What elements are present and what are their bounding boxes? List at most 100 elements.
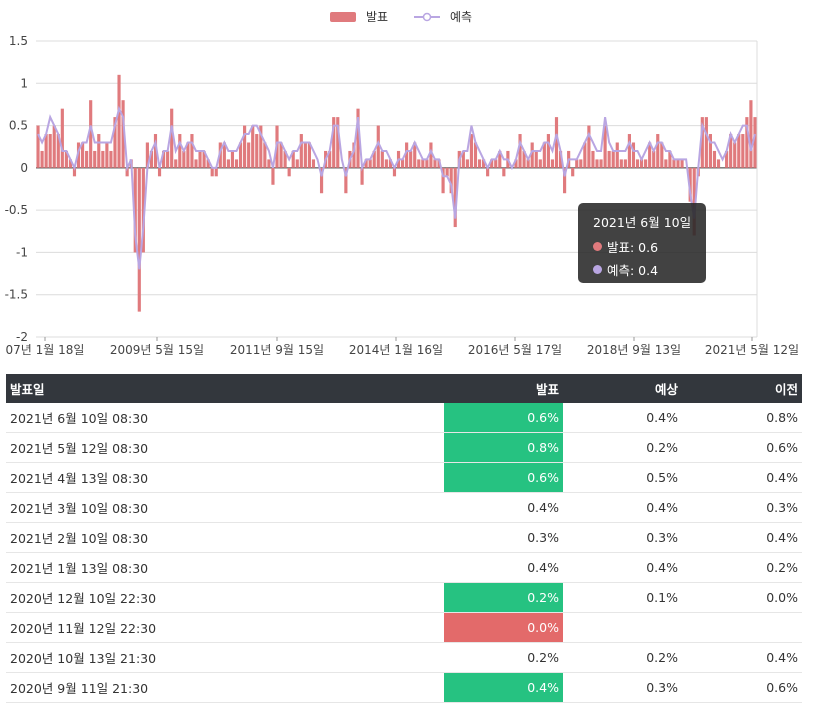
bar-actual: [660, 142, 664, 168]
bar-actual: [639, 159, 644, 168]
bar-actual: [64, 150, 68, 168]
chart: 발표 예측 1.5 1 0.5 0 -0.5 -1 -1.5 -2 07년 1월 18일 200…: [5, 10, 800, 357]
bar-actual: [449, 167, 453, 194]
bar-actual: [644, 159, 648, 168]
bar-actual: [263, 142, 267, 168]
bar-actual: [332, 117, 336, 168]
bar-actual: [319, 167, 324, 194]
legend-forecast-marker: [422, 12, 432, 22]
bar-actual: [672, 159, 676, 168]
bar-actual: [121, 100, 125, 168]
bar-actual: [125, 167, 129, 177]
bar-actual: [631, 142, 636, 168]
bar-actual: [716, 159, 721, 168]
bar-actual: [461, 150, 465, 168]
bar-actual: [712, 150, 717, 168]
cell-actual: 0.4%: [444, 492, 563, 523]
bar-actual: [603, 125, 607, 168]
table-row: 2021년 6월 10일 08:30 0.6% 0.4% 0.8%: [6, 403, 802, 433]
bar-actual: [226, 159, 230, 168]
bar-actual: [153, 134, 158, 168]
cell-previous: 0.8%: [682, 403, 802, 433]
bar-actual: [498, 150, 502, 168]
cell-release-date: 2021년 5월 12일 08:30: [6, 432, 444, 463]
header-actual: 발표: [444, 374, 563, 403]
cell-previous: 0.2%: [682, 552, 802, 583]
y-tick-label: -1.5: [5, 288, 28, 302]
cell-actual: 0.4%: [444, 552, 563, 583]
bar-actual: [255, 134, 259, 168]
cell-previous: 0.6%: [682, 432, 802, 463]
bar-actual: [753, 117, 757, 168]
bar-actual: [745, 117, 749, 168]
bar-actual: [52, 125, 56, 168]
bar-actual: [417, 159, 421, 168]
bar-actual: [109, 150, 113, 168]
bar-actual: [48, 134, 52, 168]
cell-previous: 0.0%: [682, 582, 802, 613]
cell-previous: 0.3%: [682, 492, 802, 523]
bar-actual: [502, 167, 506, 177]
cell-previous: 0.4%: [682, 522, 802, 553]
bar-actual: [85, 150, 89, 168]
bar-actual: [664, 159, 668, 168]
bar-actual: [607, 150, 611, 168]
bar-actual: [563, 167, 567, 194]
bar-actual: [149, 150, 154, 168]
bar-actual: [178, 134, 182, 168]
bar-actual: [376, 125, 380, 168]
bar-actual: [534, 150, 538, 168]
bar-actual: [352, 142, 356, 168]
bar-actual: [550, 159, 555, 168]
bar-actual: [230, 150, 235, 168]
bar-actual: [688, 167, 692, 202]
cell-actual: 0.4%: [444, 672, 563, 703]
cell-release-date: 2020년 9월 11일 21:30: [6, 672, 444, 703]
bar-actual: [453, 167, 457, 228]
bar-actual: [546, 134, 550, 168]
bar-actual: [117, 74, 121, 168]
tooltip-forecast-text: 예측: 0.4: [607, 263, 659, 278]
bar-actual: [336, 117, 340, 168]
cell-release-date: 2021년 3월 10일 08:30: [6, 492, 444, 523]
bar-actual: [145, 142, 149, 168]
bar-actual: [97, 134, 101, 168]
bar-actual: [198, 150, 202, 168]
bar-actual: [89, 100, 93, 168]
bar-actual: [368, 159, 372, 168]
table-row: 2021년 1월 13일 08:30 0.4% 0.4% 0.2%: [6, 552, 802, 583]
cell-actual: 0.3%: [444, 522, 563, 553]
cell-release-date: 2021년 2월 10일 08:30: [6, 522, 444, 553]
cell-previous: 0.6%: [682, 672, 802, 703]
bar-actual: [243, 125, 247, 168]
legend-actual-swatch: [330, 12, 356, 22]
bar-actual: [425, 159, 429, 168]
x-axis: 07년 1월 18일 2009년 5월 15일 2011년 9월 15일 2014년 …: [6, 337, 799, 357]
table-row: 2021년 2월 10일 08:30 0.3% 0.3% 0.4%: [6, 522, 802, 553]
forecast-line-series: [37, 105, 756, 270]
bar-actual: [356, 108, 360, 168]
bar-actual: [40, 150, 44, 168]
bar-actual: [311, 159, 316, 168]
bar-actual: [251, 125, 255, 168]
x-tick-label: 2016년 5월 17일: [468, 343, 562, 357]
cell-forecast: 0.5%: [563, 462, 682, 493]
bar-actual: [729, 134, 733, 168]
bar-actual: [575, 159, 579, 168]
bar-actual: [429, 142, 433, 168]
y-tick-label: -0.5: [5, 203, 28, 217]
bar-actual: [202, 150, 206, 168]
bar-actual: [360, 167, 364, 185]
bar-actual: [494, 159, 498, 168]
bar-actual: [599, 159, 603, 168]
bar-actual: [170, 108, 174, 168]
bar-actual: [303, 142, 307, 168]
cell-actual: 0.6%: [444, 462, 563, 493]
bar-actual: [477, 159, 482, 168]
bar-actual: [571, 167, 575, 177]
bar-actual: [60, 108, 64, 168]
bar-actual: [473, 142, 478, 168]
bar-actual: [591, 150, 595, 168]
header-release-date: 발표일: [6, 374, 444, 403]
bar-actual: [441, 167, 445, 194]
